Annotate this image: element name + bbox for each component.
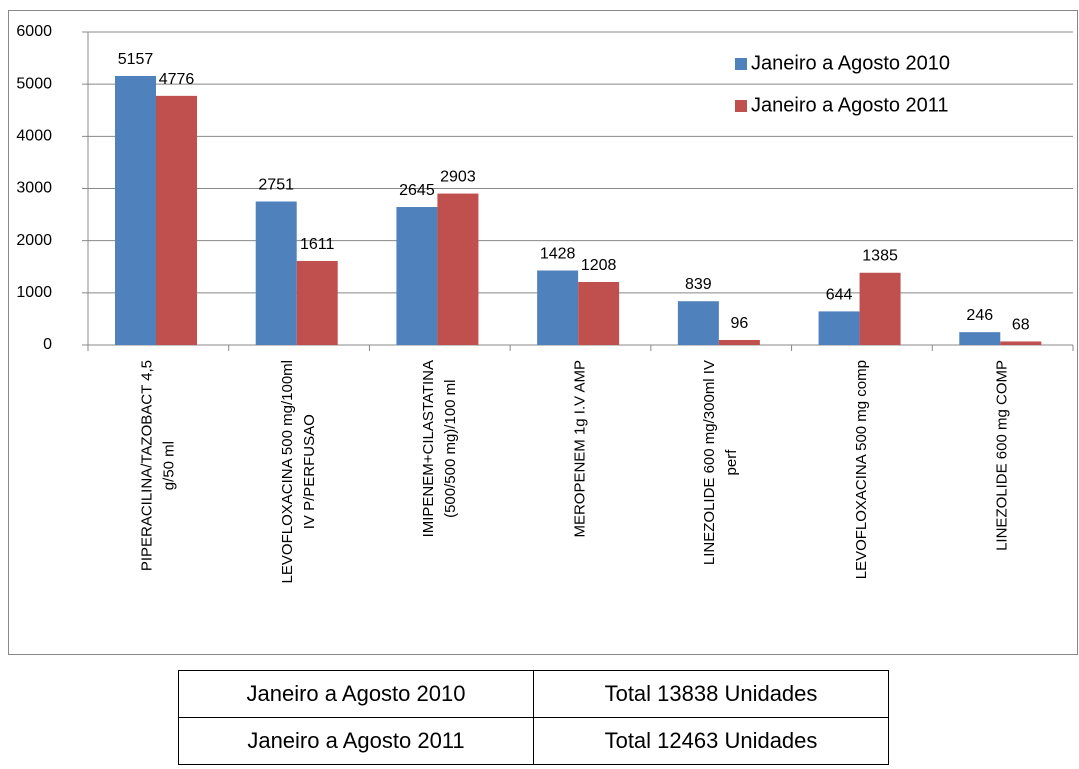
table-cell: Janeiro a Agosto 2011 bbox=[178, 717, 534, 765]
y-tick-label: 1000 bbox=[16, 284, 52, 301]
legend-label: Janeiro a Agosto 2011 bbox=[751, 94, 949, 116]
table-cell: Total 12463 Unidades bbox=[533, 717, 889, 765]
data-label: 96 bbox=[730, 315, 748, 332]
bar bbox=[296, 260, 338, 345]
x-tick-label: IV P/PERFUSAO bbox=[301, 414, 318, 529]
chart: 0 1000 2000 3000 4000 5000 6000 5157 4776 PIPERAC… bbox=[8, 10, 1078, 655]
x-tick-label: (500/500 mg)/100 ml bbox=[442, 380, 459, 518]
data-label: 839 bbox=[685, 276, 712, 293]
x-tick-label: LINEZOLIDE 600 mg COMP bbox=[994, 360, 1011, 551]
x-tick-label: LEVOFLOXACINA 500 mg/100ml bbox=[279, 360, 296, 583]
x-tick-label: PIPERACILINA/TAZOBACT 4,5 bbox=[138, 360, 155, 571]
data-label: 1611 bbox=[300, 236, 335, 253]
data-label: 68 bbox=[1012, 316, 1030, 333]
bar bbox=[437, 193, 479, 345]
data-label: 1208 bbox=[581, 257, 617, 274]
y-tick-label: 5000 bbox=[16, 75, 52, 92]
bar bbox=[677, 301, 719, 345]
x-tick-label: LINEZOLIDE 600 mg/300ml IV bbox=[701, 360, 718, 565]
table-cell: Janeiro a Agosto 2010 bbox=[178, 670, 534, 718]
bar bbox=[859, 272, 901, 345]
x-tick-label: g/50 ml bbox=[160, 441, 177, 490]
data-label: 5157 bbox=[118, 51, 154, 68]
totals-table: Janeiro a Agosto 2010 Total 13838 Unidade… bbox=[178, 670, 889, 765]
x-tick-label: perf bbox=[723, 449, 740, 476]
data-label: 4776 bbox=[159, 71, 195, 88]
legend-label: Janeiro a Agosto 2010 bbox=[751, 52, 950, 74]
table-cell: Total 13838 Unidades bbox=[533, 670, 889, 718]
data-label: 2751 bbox=[258, 176, 294, 193]
data-label: 1428 bbox=[540, 246, 576, 263]
data-label: 644 bbox=[826, 286, 853, 303]
y-tick-label: 0 bbox=[43, 336, 52, 353]
x-tick-label: LEVOFLOXACINA 500 mg comp bbox=[853, 360, 870, 579]
bar bbox=[115, 75, 156, 345]
table-row: Janeiro a Agosto 2011 Total 12463 Unidade… bbox=[178, 717, 889, 765]
bar bbox=[718, 339, 760, 345]
bar bbox=[156, 95, 197, 346]
bar bbox=[959, 332, 1001, 345]
data-label: 2903 bbox=[440, 169, 476, 186]
legend-swatch bbox=[735, 100, 747, 112]
bar bbox=[537, 270, 579, 345]
legend-swatch bbox=[735, 58, 747, 70]
bar bbox=[255, 201, 297, 345]
table-row: Janeiro a Agosto 2010 Total 13838 Unidade… bbox=[178, 670, 889, 718]
bar bbox=[818, 311, 860, 345]
data-label: 1385 bbox=[862, 248, 898, 265]
y-tick-label: 3000 bbox=[16, 180, 52, 197]
bar bbox=[396, 207, 438, 345]
y-tick-label: 6000 bbox=[16, 23, 52, 40]
x-tick-label: MEROPENEM 1g I.V AMP bbox=[571, 360, 588, 538]
bar bbox=[1000, 341, 1042, 345]
data-label: 2645 bbox=[399, 182, 435, 199]
bar bbox=[578, 281, 620, 345]
y-tick-label: 2000 bbox=[16, 232, 52, 249]
y-tick-label: 4000 bbox=[16, 128, 52, 145]
data-label: 246 bbox=[966, 307, 993, 324]
x-tick-label: IMIPENEM+CILASTATINA bbox=[420, 360, 437, 537]
